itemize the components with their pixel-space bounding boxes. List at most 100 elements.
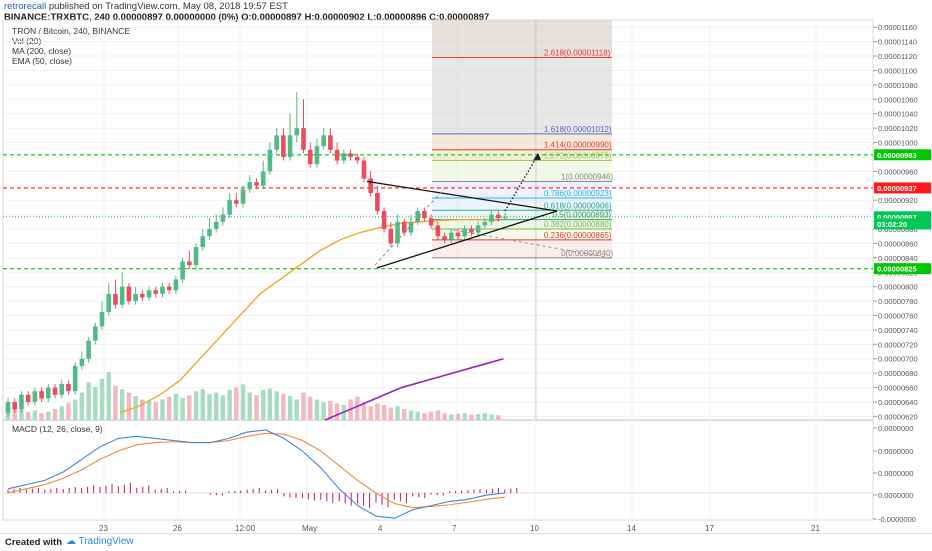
fib-level-label: 1(0.00000946) xyxy=(561,172,613,181)
volume-bar xyxy=(180,398,185,420)
price-tag-label: 0.00000937 xyxy=(877,184,917,193)
volume-bar xyxy=(415,411,420,420)
y-tick-label: 0.00000880 xyxy=(878,225,918,234)
candle-body xyxy=(361,160,367,179)
fib-level-label: 1.414(0.00000990) xyxy=(544,141,612,150)
volume-bar xyxy=(274,391,279,420)
volume-bar xyxy=(442,413,447,420)
candle-body xyxy=(368,178,373,193)
y-tick-label: 0.00001080 xyxy=(878,81,918,90)
candle-body xyxy=(388,229,394,244)
candle-body xyxy=(267,149,273,172)
y-tick-label: 0.00000660 xyxy=(878,384,918,393)
x-tick-label: 12:00 xyxy=(235,524,256,533)
price-tag xyxy=(874,218,931,230)
y-tick-label: 0.00001120 xyxy=(878,52,917,61)
candle-body xyxy=(435,225,441,237)
volume-bar xyxy=(72,399,78,420)
tradingview-cloud-icon: ☁ xyxy=(66,536,76,547)
volume-bar xyxy=(166,396,172,420)
volume-bar xyxy=(402,409,407,420)
x-tick-label: 10 xyxy=(530,524,539,533)
volume-bar xyxy=(321,402,326,420)
candle-body xyxy=(448,232,454,240)
fib-band xyxy=(432,229,612,240)
y-tick-label: 0.00001100 xyxy=(878,66,917,75)
y-tick-label: 0.00001020 xyxy=(878,124,918,133)
x-tick-label: 21 xyxy=(811,524,820,533)
candle-body xyxy=(79,358,85,366)
macd-signal-line xyxy=(7,432,505,509)
author-link[interactable]: retrorecall xyxy=(4,1,47,12)
volume-bar xyxy=(361,402,367,420)
candle-body xyxy=(307,149,313,165)
volume-bar xyxy=(113,385,118,420)
candle-body xyxy=(45,387,51,399)
candle-body xyxy=(207,229,212,237)
volume-bar xyxy=(308,396,313,420)
candle-body xyxy=(99,311,105,327)
candle-body xyxy=(173,279,179,291)
published-line: retrorecall published on TradingView.com… xyxy=(4,1,288,12)
volume-bar xyxy=(234,387,239,420)
candle-body xyxy=(126,286,132,302)
volume-bar xyxy=(388,407,394,420)
volume-bar xyxy=(119,389,125,420)
price-tag xyxy=(874,211,931,223)
triangle-lower-trendline xyxy=(376,210,558,269)
volume-bar xyxy=(422,413,427,420)
macd-y-tick-label: 0.0000000 xyxy=(878,424,913,433)
candle-body xyxy=(462,229,468,237)
volume-bar xyxy=(328,400,333,420)
volume-bar xyxy=(475,413,481,420)
fib-level-label: 0(0.00000840) xyxy=(561,249,613,258)
fib-level-label: 0.382(0.00000880) xyxy=(544,220,612,229)
candle-body xyxy=(341,153,347,161)
y-tick-label: 0.00000740 xyxy=(878,326,918,335)
volume-bar xyxy=(207,393,212,420)
price-tag-label: 03:02:20 xyxy=(877,220,907,229)
price-tag xyxy=(874,149,931,161)
candle-body xyxy=(428,218,434,226)
candle-body xyxy=(32,391,38,402)
candle-body xyxy=(133,293,138,302)
candle-body xyxy=(52,387,58,395)
volume-bar xyxy=(160,399,165,420)
fib-level-label: 0.236(0.00000865) xyxy=(544,231,612,240)
fib-band xyxy=(432,239,612,258)
x-tick-label: 7 xyxy=(452,524,457,533)
volume-bar xyxy=(126,392,132,420)
candle-body xyxy=(287,135,293,157)
volume-bar xyxy=(381,404,387,420)
y-tick-label: 0.00001160 xyxy=(878,23,917,32)
chart-canvas[interactable]: 23 26 12:00 May 4 7 10 14 17 21 0.00001160 0.000011… xyxy=(0,0,932,533)
candle-body xyxy=(314,146,320,165)
volume-bar xyxy=(193,391,199,420)
candle-body xyxy=(180,261,185,280)
candle-body xyxy=(66,383,71,392)
volume-bar xyxy=(462,413,467,420)
legend-ma: MA (200, close) xyxy=(12,46,72,56)
candle-body xyxy=(415,210,420,222)
legend-symbol: TRON / Bitcoin, 240, BINANCE xyxy=(12,26,131,36)
y-tick-label: 0.00000700 xyxy=(878,355,918,364)
candle-body xyxy=(39,391,44,399)
volume-bar xyxy=(267,388,273,420)
volume-bar xyxy=(12,407,17,420)
fib-band xyxy=(432,133,612,150)
fib-band xyxy=(432,160,612,182)
candle-body xyxy=(294,128,300,136)
candle-body xyxy=(495,214,501,219)
fib-level-label: 1.618(0.00001012) xyxy=(544,125,612,134)
candle-body xyxy=(140,293,145,298)
volume-bar xyxy=(435,410,441,420)
candle-body xyxy=(153,290,159,294)
price-tag xyxy=(874,182,931,194)
tradingview-logo[interactable]: ☁ TradingView xyxy=(66,536,134,547)
candle-body xyxy=(93,326,98,341)
volume-bar xyxy=(281,393,286,420)
candle-body xyxy=(25,394,31,402)
candle-body xyxy=(328,135,333,150)
macd-y-tick-label: -0.0000000 xyxy=(878,515,916,524)
candle-body xyxy=(12,401,18,410)
